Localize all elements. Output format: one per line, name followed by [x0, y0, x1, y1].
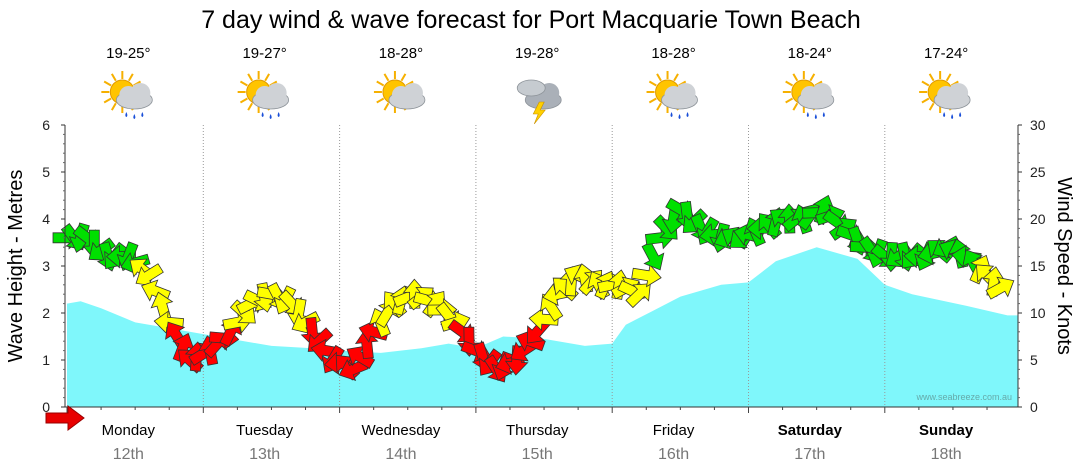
day-name-label: Friday [653, 422, 695, 439]
day-date-label: 15th [522, 446, 553, 463]
wind-arrow [631, 263, 662, 288]
day-date-label: 16th [658, 446, 689, 463]
y-axis-right-tick-label: 10 [1030, 305, 1046, 321]
day-name-label: Wednesday [361, 422, 440, 439]
y-axis-right-tick-label: 5 [1030, 352, 1038, 368]
plot-area: www.seabreeze.com.au [52, 125, 1018, 407]
day-date-label: 17th [794, 446, 825, 463]
y-axis-left-tick-label: 3 [42, 258, 50, 274]
wind-arrow [135, 263, 164, 287]
wind-arrows [52, 194, 1015, 383]
weather-row: 19-25° 19-27° 18-28° 19-28° 18-28° 18-24° 17-2… [101, 45, 971, 125]
day-date-label: 12th [113, 446, 144, 463]
temperature-range: 17-24° [924, 45, 968, 62]
y-axis-left-tick-label: 2 [42, 305, 50, 321]
y-axis-left-tick-label: 1 [42, 352, 50, 368]
sun-cloud-icon [373, 71, 426, 113]
y-axis-right-tick-label: 30 [1030, 117, 1046, 133]
day-date-label: 13th [249, 446, 280, 463]
y-axis-left-tick-label: 0 [42, 399, 50, 415]
y-axis-right-tick-label: 20 [1030, 211, 1046, 227]
watermark: www.seabreeze.com.au [915, 392, 1012, 402]
y-axis-left-title: Wave Height - Metres [5, 170, 27, 363]
y-axis-left-tick-label: 4 [42, 211, 50, 227]
scroll-arrow-icon[interactable] [45, 405, 85, 431]
y-axis-right-tick-label: 25 [1030, 164, 1046, 180]
wind-arrow [346, 345, 376, 369]
axes: 0 1 2 3 4 5 6 0 5 10 15 20 25 30 [42, 117, 1046, 415]
day-date-label: 18th [931, 446, 962, 463]
day-name-label: Monday [102, 422, 156, 439]
temperature-range: 19-25° [106, 45, 150, 62]
wind-arrow [641, 241, 665, 271]
day-labels: Monday 12th Tuesday 13th Wednesday 14th Thursd… [102, 422, 974, 463]
chart-title: 7 day wind & wave forecast for Port Macq… [201, 6, 861, 34]
temperature-range: 19-27° [242, 45, 286, 62]
day-name-label: Sunday [919, 422, 974, 439]
sun-cloud-rain-icon [646, 71, 698, 119]
y-axis-right-title: Wind Speed - Knots [1053, 177, 1075, 355]
day-name-label: Saturday [778, 422, 843, 439]
wave-height-area [67, 247, 1018, 407]
day-date-label: 14th [385, 446, 416, 463]
sun-cloud-rain-icon [237, 71, 290, 119]
y-axis-right-tick-label: 15 [1030, 258, 1046, 274]
wind-arrow [985, 276, 1015, 300]
sun-cloud-rain-icon [919, 71, 971, 119]
sun-cloud-rain-icon [782, 71, 835, 119]
y-axis-left-tick-label: 5 [42, 164, 50, 180]
y-axis-left-tick-label: 6 [42, 117, 50, 133]
storm-cloud-icon [516, 79, 562, 125]
sun-cloud-rain-icon [101, 71, 153, 119]
y-axis-right-tick-label: 0 [1030, 399, 1038, 415]
day-name-label: Tuesday [236, 422, 293, 439]
temperature-range: 18-24° [788, 45, 832, 62]
day-name-label: Thursday [506, 422, 569, 439]
temperature-range: 19-28° [515, 45, 559, 62]
wind-arrow [625, 283, 651, 309]
temperature-range: 18-28° [651, 45, 695, 62]
wind-arrow [402, 278, 427, 309]
temperature-range: 18-28° [379, 45, 423, 62]
